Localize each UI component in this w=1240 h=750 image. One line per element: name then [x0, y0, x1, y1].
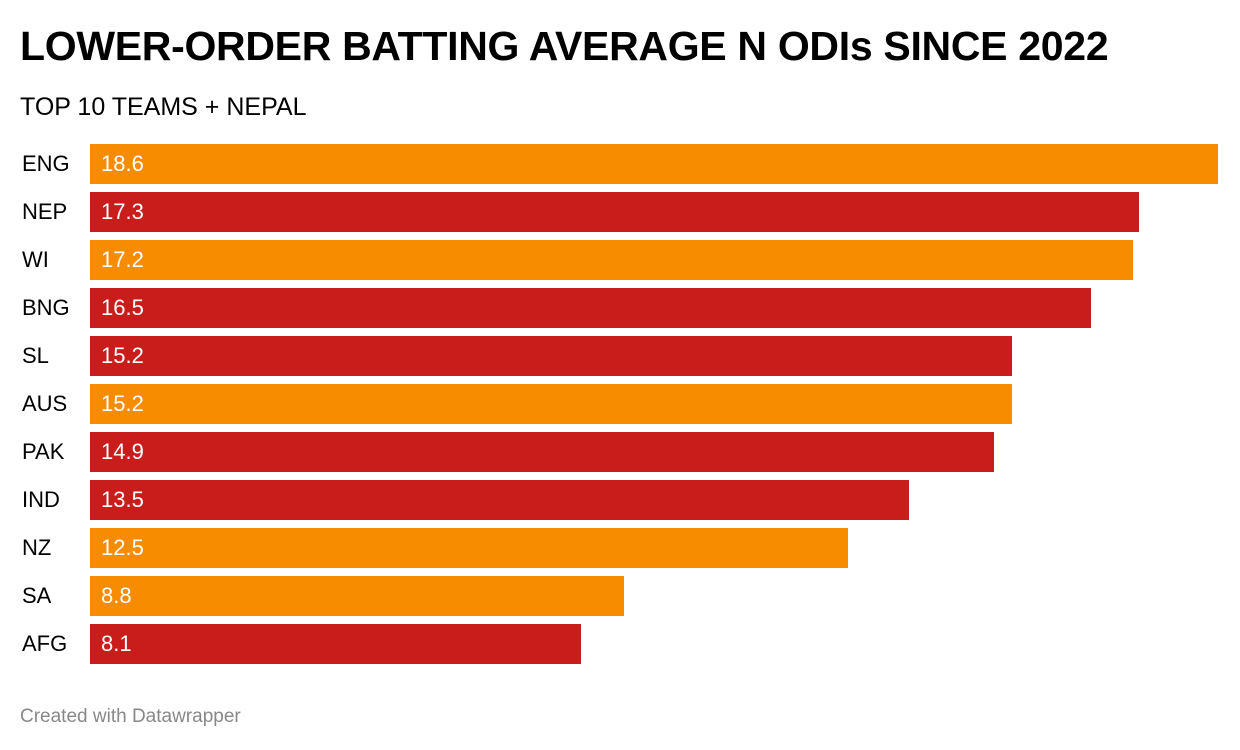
- value-label: 14.9: [101, 439, 144, 464]
- bar-chart: ENG 18.6 NEP 17.3 WI 17.2 BNG 16.5 SL 15.2 AUS 15.2…: [0, 144, 1240, 674]
- value-label: 8.8: [101, 583, 132, 608]
- bar: [90, 384, 1012, 424]
- chart-subtitle: TOP 10 TEAMS + NEPAL: [20, 93, 307, 121]
- category-label: PAK: [22, 439, 65, 464]
- bar-row: SL 15.2: [0, 336, 1240, 376]
- value-label: 18.6: [101, 151, 144, 176]
- bar-row: WI 17.2: [0, 240, 1240, 280]
- bar: [90, 480, 909, 520]
- bar: [90, 288, 1091, 328]
- category-label: AFG: [22, 631, 68, 656]
- category-label: BNG: [22, 295, 70, 320]
- bar-row: NEP 17.3: [0, 192, 1240, 232]
- bar: [90, 576, 624, 616]
- value-label: 17.2: [101, 247, 144, 272]
- category-label: NEP: [22, 199, 68, 224]
- bar-row: NZ 12.5: [0, 528, 1240, 568]
- category-label: SL: [22, 343, 49, 368]
- value-label: 13.5: [101, 487, 144, 512]
- category-label: NZ: [22, 535, 52, 560]
- value-label: 17.3: [101, 199, 144, 224]
- bar-row: ENG 18.6: [0, 144, 1240, 184]
- bar: [90, 192, 1139, 232]
- bar: [90, 528, 848, 568]
- bar: [90, 336, 1012, 376]
- category-label: IND: [22, 487, 60, 512]
- value-label: 15.2: [101, 391, 144, 416]
- value-label: 12.5: [101, 535, 144, 560]
- value-label: 15.2: [101, 343, 144, 368]
- category-label: AUS: [22, 391, 68, 416]
- value-label: 16.5: [101, 295, 144, 320]
- category-label: WI: [22, 247, 49, 272]
- bar-row: SA 8.8: [0, 576, 1240, 616]
- bar-row: BNG 16.5: [0, 288, 1240, 328]
- bar-row: AUS 15.2: [0, 384, 1240, 424]
- category-label: SA: [22, 583, 52, 608]
- datawrapper-credit: Created with Datawrapper: [20, 706, 241, 727]
- bar: [90, 144, 1218, 184]
- bar: [90, 240, 1133, 280]
- category-label: ENG: [22, 151, 70, 176]
- bar-row: IND 13.5: [0, 480, 1240, 520]
- chart-title: LOWER-ORDER BATTING AVERAGE N ODIs SINCE…: [20, 23, 1109, 69]
- bar: [90, 624, 581, 664]
- bar-row: PAK 14.9: [0, 432, 1240, 472]
- value-label: 8.1: [101, 631, 132, 656]
- bar: [90, 432, 994, 472]
- bar-row: AFG 8.1: [0, 624, 1240, 664]
